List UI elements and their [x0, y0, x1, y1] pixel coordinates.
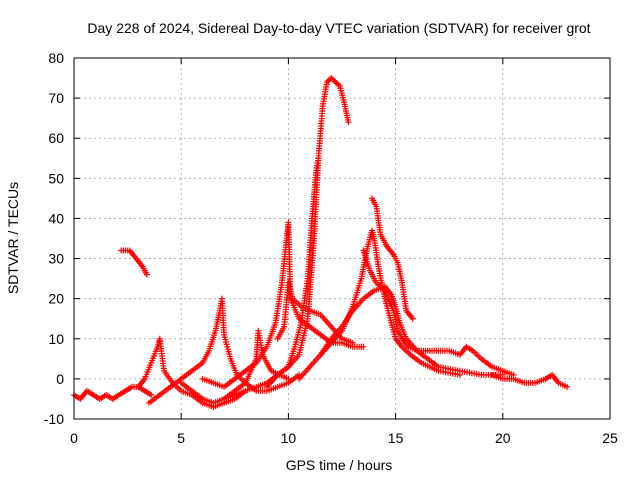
series-arc-8.5h	[178, 327, 292, 406]
y-tick-label: 60	[48, 130, 64, 146]
series-arc-13.5h	[296, 227, 463, 382]
data-points	[71, 75, 571, 410]
axis-ticks: 0 5 10 15 20 25 -10 0 10 20 30 40 50 60 70 80	[44, 50, 618, 446]
grid	[74, 58, 610, 419]
series-arc-14.2h	[369, 195, 416, 322]
y-tick-label: 0	[56, 371, 64, 387]
series-arc-9.8h	[199, 219, 367, 390]
chart-title: Day 228 of 2024, Sidereal Day-to-day VTE…	[87, 20, 590, 36]
y-tick-label: 40	[48, 210, 64, 226]
y-tick-label: 20	[48, 291, 64, 307]
series-arc-14.5h	[317, 283, 506, 378]
y-tick-label: 10	[48, 331, 64, 347]
series-arc-6.9h	[146, 295, 303, 406]
y-tick-label: 50	[48, 170, 64, 186]
data-point-marker	[148, 391, 155, 398]
x-tick-label: 20	[495, 430, 511, 446]
series-arc-2.5h	[118, 247, 150, 278]
x-tick-label: 10	[281, 430, 297, 446]
series-arc-12h	[263, 75, 352, 390]
data-point-marker	[345, 119, 352, 126]
data-point-marker	[349, 339, 356, 346]
x-axis-label: GPS time / hours	[286, 457, 393, 473]
data-point-marker	[409, 315, 416, 322]
series-arc-15h	[360, 247, 517, 378]
data-point-marker	[143, 271, 150, 278]
y-tick-label: -10	[44, 411, 64, 427]
data-point-marker	[360, 343, 367, 350]
series-baseline-left	[71, 383, 155, 402]
y-tick-label: 80	[48, 50, 64, 66]
x-tick-label: 5	[177, 430, 185, 446]
series-baseline-right	[489, 371, 571, 390]
data-point-marker	[285, 375, 292, 382]
x-tick-label: 0	[70, 430, 78, 446]
series-arc-11h	[221, 155, 322, 402]
y-axis-label: SDTVAR / TECUs	[5, 182, 21, 294]
y-tick-label: 70	[48, 90, 64, 106]
series-arc-10.5h	[274, 279, 356, 346]
y-tick-label: 30	[48, 251, 64, 267]
plot-frame	[73, 57, 611, 420]
x-tick-label: 15	[388, 430, 404, 446]
x-tick-label: 25	[602, 430, 618, 446]
data-point-marker	[564, 383, 571, 390]
